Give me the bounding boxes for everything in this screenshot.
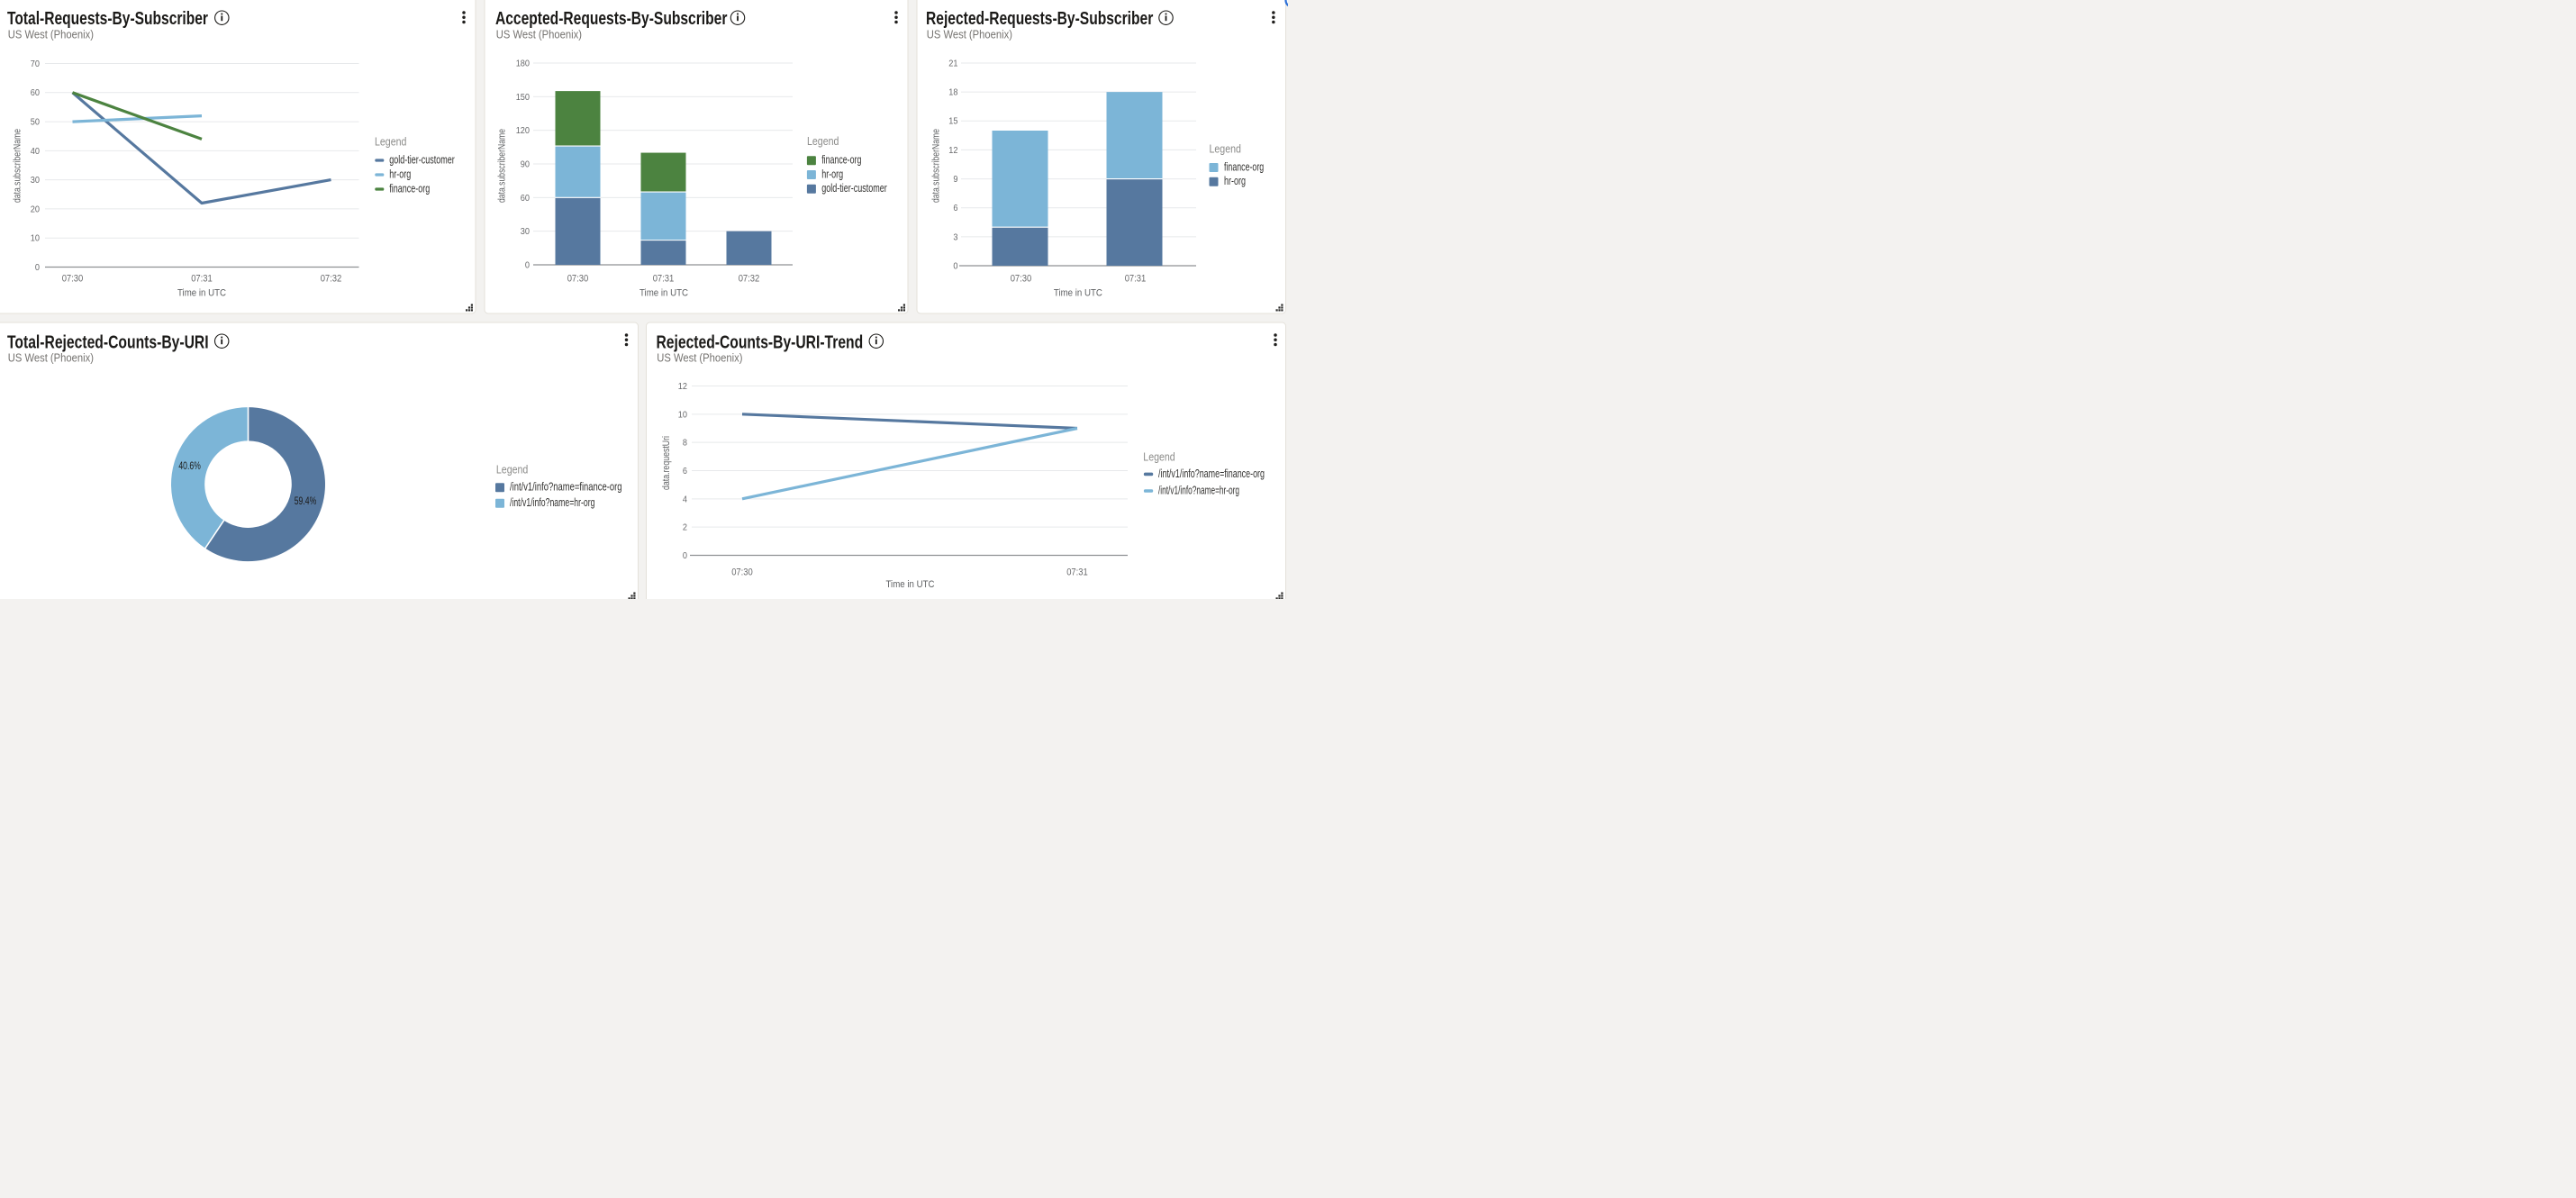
svg-text:data.subscriberName: data.subscriberName (497, 129, 508, 203)
svg-text:60: 60 (521, 194, 531, 204)
svg-text:Time in UTC: Time in UTC (1054, 287, 1102, 298)
svg-text:07:31: 07:31 (191, 273, 213, 284)
svg-text:Rejected-Requests-By-Subscribe: Rejected-Requests-By-Subscriber (926, 9, 1153, 29)
svg-text:/int/v1/info?name=hr-org: /int/v1/info?name=hr-org (1158, 483, 1239, 496)
svg-text:Total-Requests-By-Subscriber: Total-Requests-By-Subscriber (7, 9, 208, 29)
svg-text:20: 20 (31, 204, 41, 214)
svg-text:12: 12 (948, 146, 958, 156)
svg-text:10: 10 (31, 234, 41, 244)
svg-text:US West (Phoenix): US West (Phoenix) (927, 29, 1012, 41)
svg-text:12: 12 (678, 382, 688, 392)
svg-text:Time in UTC: Time in UTC (886, 579, 935, 590)
svg-text:0: 0 (35, 263, 41, 273)
svg-text:07:31: 07:31 (653, 273, 675, 284)
svg-text:21: 21 (948, 59, 958, 68)
svg-text:60: 60 (31, 88, 41, 98)
svg-text:2: 2 (683, 523, 688, 533)
svg-text:/int/v1/info?name=finance-org: /int/v1/info?name=finance-org (510, 480, 622, 494)
svg-text:data.requestUri: data.requestUri (661, 436, 672, 490)
svg-text:18: 18 (948, 88, 958, 98)
svg-text:US West (Phoenix): US West (Phoenix) (657, 352, 742, 365)
svg-text:Accepted-Requests-By-Subscribe: Accepted-Requests-By-Subscriber (495, 9, 728, 29)
svg-text:hr-org: hr-org (389, 167, 411, 180)
svg-text:Time in UTC: Time in UTC (639, 287, 688, 298)
svg-text:data.subscriberName: data.subscriberName (13, 129, 23, 203)
svg-text:Legend: Legend (1143, 451, 1175, 464)
svg-text:Legend: Legend (375, 135, 406, 148)
svg-text:/int/v1/info?name=finance-org: /int/v1/info?name=finance-org (1158, 467, 1265, 480)
svg-text:gold-tier-customer: gold-tier-customer (389, 152, 455, 166)
svg-text:07:30: 07:30 (62, 273, 84, 284)
svg-text:07:32: 07:32 (321, 273, 342, 284)
svg-text:07:31: 07:31 (1066, 567, 1088, 578)
svg-text:90: 90 (521, 159, 531, 169)
svg-text:150: 150 (516, 93, 531, 103)
svg-text:Legend: Legend (807, 135, 839, 148)
svg-text:6: 6 (953, 204, 958, 213)
svg-text:US West (Phoenix): US West (Phoenix) (8, 352, 94, 365)
svg-text:4: 4 (683, 495, 688, 504)
svg-text:8: 8 (683, 439, 688, 449)
svg-text:gold-tier-customer: gold-tier-customer (821, 181, 887, 195)
svg-text:data.subscriberName: data.subscriberName (931, 129, 942, 203)
svg-text:59.4%: 59.4% (295, 495, 317, 507)
svg-text:9: 9 (953, 175, 958, 185)
svg-text:30: 30 (31, 176, 41, 186)
svg-text:finance-org: finance-org (821, 153, 861, 167)
svg-text:07:31: 07:31 (1125, 273, 1147, 284)
svg-text:finance-org: finance-org (389, 181, 430, 195)
svg-text:120: 120 (516, 126, 531, 136)
svg-text:0: 0 (525, 260, 531, 270)
svg-text:3: 3 (953, 232, 958, 242)
svg-text:Legend: Legend (1210, 143, 1241, 156)
svg-text:/int/v1/info?name=hr-org: /int/v1/info?name=hr-org (510, 495, 595, 509)
svg-text:6: 6 (683, 467, 688, 476)
svg-text:40.6%: 40.6% (178, 459, 201, 472)
svg-text:180: 180 (516, 59, 531, 68)
svg-text:0: 0 (953, 261, 958, 271)
svg-text:hr-org: hr-org (821, 167, 843, 180)
svg-text:Time in UTC: Time in UTC (177, 287, 226, 298)
svg-text:10: 10 (678, 410, 688, 420)
svg-text:hr-org: hr-org (1224, 174, 1246, 187)
svg-text:Rejected-Counts-By-URI-Trend: Rejected-Counts-By-URI-Trend (657, 332, 864, 352)
svg-text:finance-org: finance-org (1224, 159, 1264, 173)
svg-text:US West (Phoenix): US West (Phoenix) (496, 29, 582, 41)
svg-text:50: 50 (31, 118, 41, 128)
svg-text:Legend: Legend (496, 464, 528, 476)
svg-text:30: 30 (521, 227, 531, 237)
svg-text:0: 0 (683, 551, 688, 561)
svg-text:US West (Phoenix): US West (Phoenix) (8, 29, 94, 41)
svg-text:07:30: 07:30 (731, 567, 753, 578)
svg-text:07:30: 07:30 (1011, 273, 1032, 284)
svg-text:07:30: 07:30 (567, 273, 589, 284)
svg-text:07:32: 07:32 (739, 273, 760, 284)
svg-text:Total-Rejected-Counts-By-URI: Total-Rejected-Counts-By-URI (7, 332, 209, 352)
svg-text:40: 40 (31, 147, 41, 157)
svg-text:70: 70 (31, 59, 41, 69)
svg-text:15: 15 (948, 117, 958, 127)
